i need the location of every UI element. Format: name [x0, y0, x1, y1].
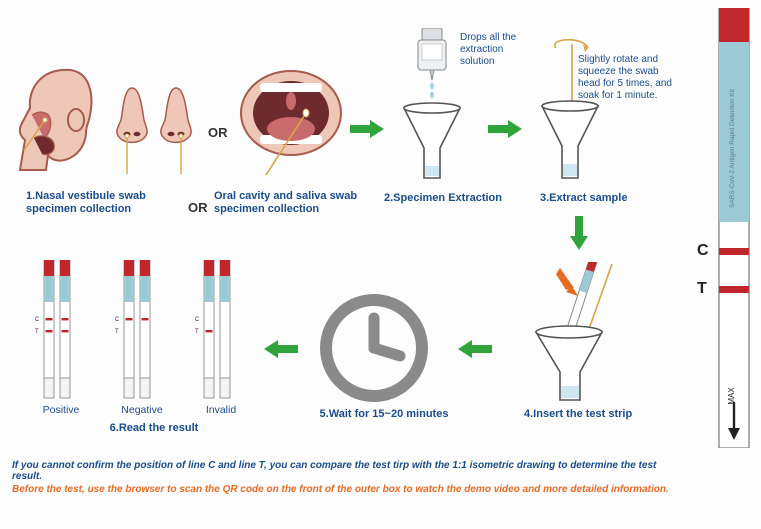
- arrow-down-icon: [570, 216, 588, 250]
- svg-text:C: C: [35, 317, 40, 323]
- step6-label: 6.Read the result: [84, 422, 224, 435]
- step3-label: 3.Extract sample: [540, 192, 660, 205]
- footer-note-orange: Before the test, use the browser to scan…: [12, 484, 672, 495]
- reference-strip: SARS-CoV-2 Antigen Rapid Detection Kit M…: [685, 8, 757, 448]
- arrow-right-icon: [488, 120, 522, 138]
- step3-note: Slightly rotate and squeeze the swab hea…: [578, 54, 683, 102]
- or-text: OR: [208, 125, 228, 140]
- clock-icon: [314, 288, 434, 408]
- results-illustration: C T C T: [26, 260, 261, 425]
- svg-text:C: C: [115, 317, 120, 323]
- arrow-left-icon: [264, 340, 298, 358]
- arrow-right-icon: [350, 120, 384, 138]
- mouth-illustration: [236, 65, 346, 180]
- step4-label: 4.Insert the test strip: [524, 408, 664, 421]
- strip-c-label: C: [697, 242, 709, 260]
- svg-text:T: T: [115, 329, 119, 335]
- svg-text:C: C: [195, 317, 200, 323]
- svg-text:MAX: MAX: [727, 387, 736, 405]
- negative-label: Negative: [114, 404, 170, 416]
- strip-t-label: T: [697, 280, 707, 298]
- instruction-diagram: OR: [8, 10, 683, 520]
- svg-text:T: T: [195, 329, 199, 335]
- step5-label: 5.Wait for 15~20 minutes: [304, 408, 464, 421]
- svg-text:T: T: [35, 329, 39, 335]
- step2-label: 2.Specimen Extraction: [384, 192, 514, 205]
- head-profile-illustration: [10, 60, 105, 180]
- insert-strip-illustration: [516, 262, 626, 402]
- footer-note-blue: If you cannot confirm the position of li…: [12, 460, 672, 482]
- step1-label: 1.Nasal vestibule swab specimen collecti…: [26, 190, 186, 216]
- step2-note: Drops all the extraction solution: [460, 32, 538, 68]
- invalid-label: Invalid: [198, 404, 244, 416]
- arrow-left-icon: [458, 340, 492, 358]
- nose-illustration: [110, 82, 200, 177]
- positive-label: Positive: [36, 404, 86, 416]
- or-text: OR: [188, 200, 208, 215]
- svg-text:SARS-CoV-2 Antigen Rapid Detec: SARS-CoV-2 Antigen Rapid Detection Kit: [729, 89, 736, 208]
- step1b-label: Oral cavity and saliva swab specimen col…: [214, 190, 364, 216]
